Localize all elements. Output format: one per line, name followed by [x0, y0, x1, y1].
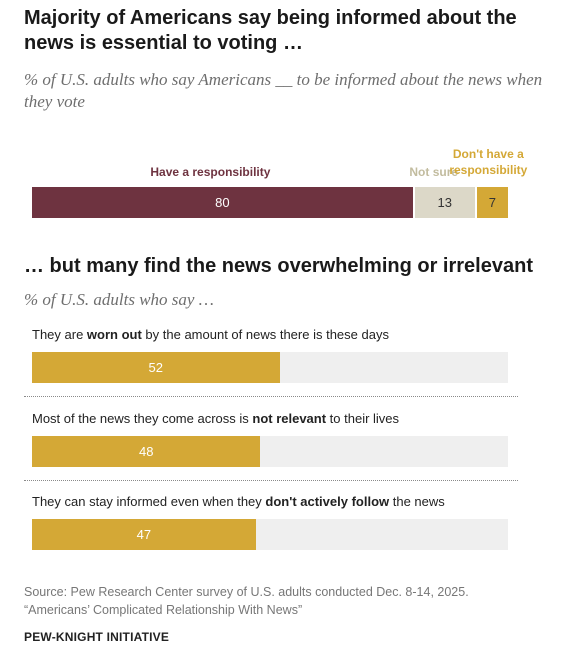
bar-track: 52 — [32, 352, 508, 383]
bar-value: 48 — [139, 444, 154, 459]
segment-dont-have-responsibility-value: 7 — [488, 195, 496, 210]
segment-dont-have-responsibility: 7 — [474, 187, 508, 218]
question-emphasis: worn out — [86, 327, 142, 342]
source-note: Source: Pew Research Center survey of U.… — [24, 583, 564, 619]
chart-subtitle: % of U.S. adults who say Americans __ to… — [24, 70, 543, 111]
source-line-2: “Americans’ Complicated Relationship Wit… — [24, 603, 303, 617]
divider — [24, 480, 518, 481]
question-label: They can stay informed even when they do… — [32, 494, 445, 509]
question-emphasis: not relevant — [252, 411, 327, 426]
bar-value: 52 — [148, 360, 163, 375]
question-text: by the amount of news there is these day… — [141, 327, 389, 342]
segment-not-sure: 13 — [412, 187, 475, 218]
brand-label: PEW-KNIGHT INITIATIVE — [24, 630, 170, 644]
chart-title: Majority of Americans say being informed… — [24, 7, 517, 54]
bar-fill: 47 — [32, 519, 256, 550]
question-text: Most of the news they come across is — [32, 411, 253, 426]
legend-not-sure: Not sure — [409, 165, 459, 179]
stacked-bar-chart: 80 13 7 — [32, 187, 508, 218]
legend-dont-have-line1: Don't have a — [452, 147, 524, 161]
question-text: They are — [32, 327, 87, 342]
question-label: Most of the news they come across is not… — [32, 411, 399, 426]
bar-track: 47 — [32, 519, 508, 550]
bar-value: 47 — [136, 527, 152, 542]
section2-subtitle: % of U.S. adults who say … — [24, 290, 214, 309]
question-label: They are worn out by the amount of news … — [32, 327, 389, 342]
legend-dont-have-responsibility: Don't have a responsibility — [433, 146, 543, 178]
divider — [24, 396, 518, 397]
segment-have-responsibility-value: 80 — [215, 195, 230, 210]
source-line-1: Source: Pew Research Center survey of U.… — [24, 585, 469, 599]
bar-track: 48 — [32, 436, 508, 467]
segment-have-responsibility: 80 — [32, 187, 413, 218]
bar-fill: 52 — [32, 352, 280, 383]
question-text: They can stay informed even when they — [32, 494, 266, 509]
question-text: the news — [389, 494, 445, 509]
question-text: to their lives — [326, 411, 400, 426]
question-emphasis: don't actively follow — [265, 494, 390, 509]
section2-title: … but many find the news overwhelming or… — [24, 255, 533, 277]
bar-fill: 48 — [32, 436, 261, 467]
legend-have-responsibility: Have a responsibility — [150, 165, 271, 179]
segment-not-sure-value: 13 — [437, 195, 452, 210]
legend-dont-have-line2: responsibility — [449, 163, 528, 177]
